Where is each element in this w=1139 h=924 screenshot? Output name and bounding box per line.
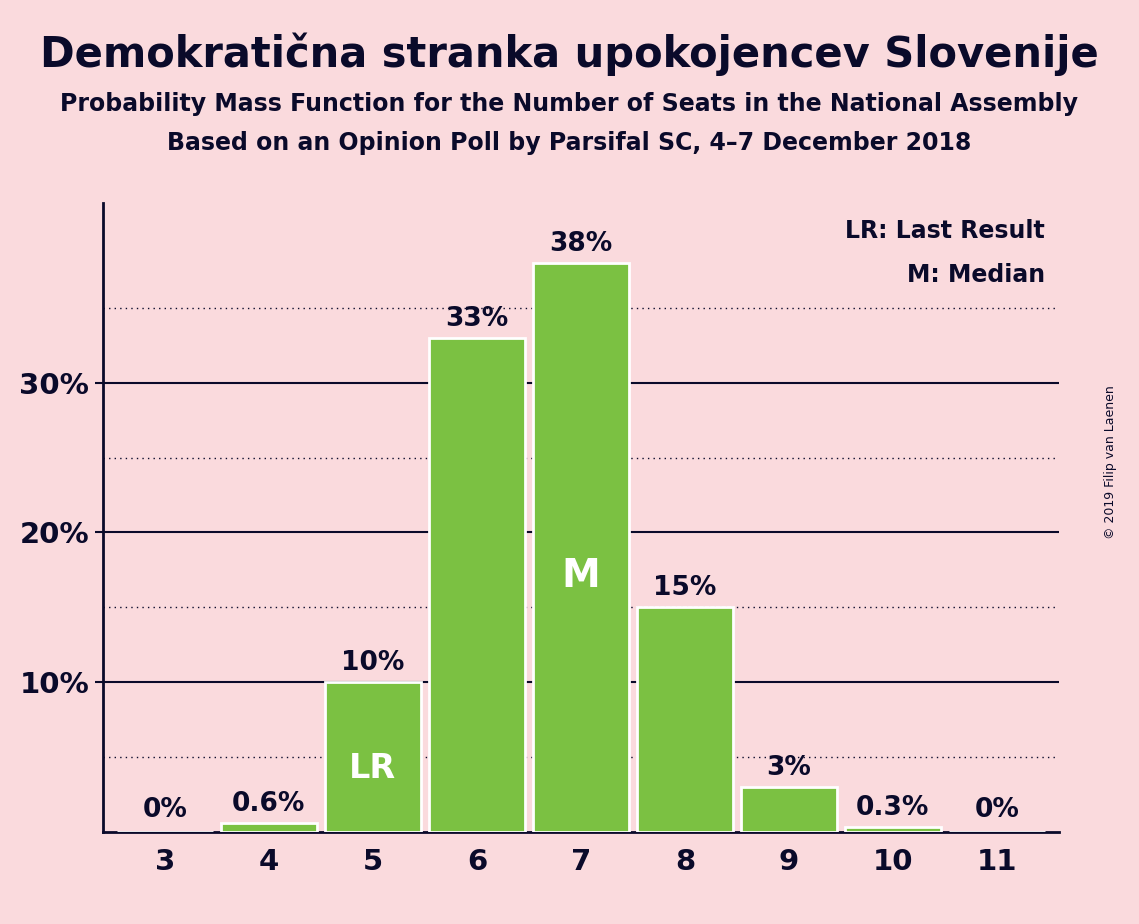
Text: 33%: 33% xyxy=(445,306,508,332)
Text: 10%: 10% xyxy=(342,650,404,676)
Text: 0.3%: 0.3% xyxy=(857,796,929,821)
Bar xyxy=(637,607,732,832)
Text: 0%: 0% xyxy=(142,796,187,822)
Bar xyxy=(845,827,941,832)
Bar xyxy=(325,682,420,832)
Text: M: M xyxy=(562,557,600,595)
Text: Based on an Opinion Poll by Parsifal SC, 4–7 December 2018: Based on an Opinion Poll by Parsifal SC,… xyxy=(167,131,972,155)
Text: 3%: 3% xyxy=(767,755,811,781)
Text: 38%: 38% xyxy=(549,231,613,257)
Bar xyxy=(429,338,525,832)
Bar xyxy=(221,822,317,832)
Text: 0%: 0% xyxy=(975,796,1019,822)
Text: 0.6%: 0.6% xyxy=(232,791,305,817)
Text: © 2019 Filip van Laenen: © 2019 Filip van Laenen xyxy=(1104,385,1117,539)
Bar xyxy=(741,786,837,832)
Text: LR: Last Result: LR: Last Result xyxy=(845,219,1044,243)
Bar xyxy=(533,263,629,832)
Text: 15%: 15% xyxy=(653,576,716,602)
Text: M: Median: M: Median xyxy=(907,263,1044,287)
Text: Probability Mass Function for the Number of Seats in the National Assembly: Probability Mass Function for the Number… xyxy=(60,92,1079,116)
Text: Demokratična stranka upokojencev Slovenije: Demokratična stranka upokojencev Sloveni… xyxy=(40,32,1099,76)
Text: LR: LR xyxy=(350,752,396,785)
